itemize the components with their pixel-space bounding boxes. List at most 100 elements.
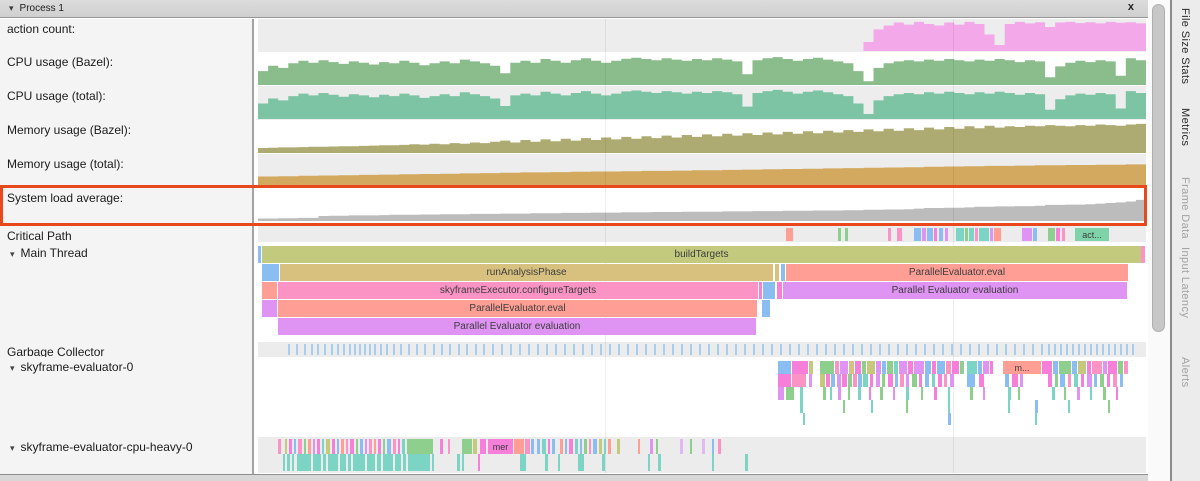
trace-slice[interactable] <box>395 454 401 471</box>
trace-slice[interactable] <box>946 361 951 374</box>
trace-slice[interactable] <box>552 439 555 454</box>
trace-slice[interactable] <box>1090 387 1092 400</box>
trace-slice[interactable] <box>599 439 602 454</box>
track-garbage-collector[interactable] <box>258 342 1146 357</box>
trace-slice[interactable] <box>578 454 584 471</box>
trace-slice[interactable] <box>899 361 907 374</box>
trace-slice[interactable] <box>938 374 942 387</box>
trace-slice[interactable] <box>967 361 977 374</box>
trace-slice[interactable] <box>1068 400 1070 413</box>
trace-slice[interactable] <box>858 374 862 387</box>
trace-slice[interactable] <box>778 387 784 400</box>
trace-slice[interactable] <box>979 228 989 241</box>
trace-slice[interactable] <box>1060 374 1065 387</box>
trace-slice[interactable] <box>792 361 808 374</box>
trace-slice[interactable] <box>888 228 891 241</box>
trace-slice[interactable] <box>378 439 381 454</box>
track-skyframe-evaluator-0[interactable]: m... <box>258 357 1146 437</box>
trace-slice[interactable] <box>932 374 935 387</box>
trace-slice[interactable] <box>945 228 948 241</box>
trace-slice[interactable] <box>1124 361 1128 374</box>
trace-slice[interactable] <box>569 439 573 454</box>
trace-slice[interactable] <box>520 454 526 471</box>
trace-slice[interactable] <box>283 454 285 471</box>
trace-slice[interactable] <box>800 387 803 400</box>
trace-slice[interactable] <box>1108 361 1117 374</box>
trace-slice[interactable] <box>745 454 748 471</box>
trace-slice[interactable] <box>979 374 984 387</box>
trace-slice[interactable] <box>332 439 335 454</box>
trace-slice[interactable] <box>842 374 847 387</box>
trace-slice[interactable] <box>1120 374 1123 387</box>
trace-slice[interactable] <box>888 374 893 387</box>
trace-slice[interactable] <box>921 387 923 400</box>
trace-slice-labeled[interactable]: skyframeExecutor.configureTargets <box>278 282 758 299</box>
trace-slice-labeled[interactable]: mer <box>488 439 513 454</box>
trace-slice[interactable] <box>944 374 947 387</box>
trace-slice[interactable] <box>869 387 871 400</box>
trace-slice[interactable] <box>778 361 791 374</box>
trace-slice[interactable] <box>317 439 320 454</box>
trace-slice[interactable] <box>393 439 396 454</box>
trace-slice[interactable] <box>285 439 287 454</box>
trace-slice[interactable] <box>1048 374 1052 387</box>
trace-slice[interactable] <box>927 228 933 241</box>
trace-slice[interactable] <box>602 454 605 471</box>
trace-slice[interactable] <box>297 454 311 471</box>
trace-slice[interactable] <box>762 300 770 317</box>
tab-metrics[interactable]: Metrics <box>1179 108 1191 147</box>
trace-slice[interactable] <box>978 361 982 374</box>
trace-slice[interactable] <box>448 439 450 454</box>
trace-slice[interactable] <box>1116 387 1118 400</box>
track-mem-bazel[interactable] <box>258 120 1146 154</box>
trace-slice[interactable] <box>680 439 683 454</box>
trace-slice[interactable] <box>408 454 430 471</box>
trace-slice[interactable] <box>348 454 351 471</box>
collapse-arrow-icon[interactable]: ▾ <box>10 443 15 453</box>
trace-slice[interactable] <box>1141 246 1145 263</box>
trace-slice[interactable] <box>1064 387 1066 400</box>
trace-slice[interactable] <box>922 228 926 241</box>
trace-slice[interactable] <box>843 400 845 413</box>
trace-slice[interactable] <box>803 413 805 425</box>
trace-slice[interactable] <box>855 361 861 374</box>
trace-slice[interactable] <box>1108 400 1110 413</box>
trace-slice[interactable] <box>1035 413 1037 425</box>
trace-slice[interactable] <box>849 361 854 374</box>
track-cpu-total[interactable] <box>258 86 1146 120</box>
trace-slice[interactable] <box>1008 387 1011 400</box>
trace-slice[interactable] <box>867 361 875 374</box>
trace-slice[interactable] <box>648 454 650 471</box>
trace-slice[interactable] <box>337 439 339 454</box>
trace-slice[interactable] <box>718 439 721 454</box>
trace-slice[interactable] <box>882 361 886 374</box>
trace-slice[interactable] <box>870 374 873 387</box>
trace-slice[interactable] <box>1048 228 1055 241</box>
trace-slice[interactable] <box>365 439 367 454</box>
trace-slice[interactable] <box>1020 374 1023 387</box>
vertical-scrollbar[interactable] <box>1148 0 1170 481</box>
trace-slice[interactable] <box>809 361 813 374</box>
trace-slice[interactable] <box>1062 228 1065 241</box>
trace-slice[interactable] <box>323 454 326 471</box>
trace-slice[interactable] <box>1068 374 1071 387</box>
trace-slice[interactable] <box>1118 361 1123 374</box>
trace-slice[interactable] <box>531 439 534 454</box>
trace-slice[interactable] <box>897 228 902 241</box>
collapse-arrow-icon[interactable]: ▾ <box>10 363 15 373</box>
trace-slice[interactable] <box>258 246 261 263</box>
trace-slice[interactable] <box>326 439 330 454</box>
trace-slice[interactable] <box>322 439 324 454</box>
trace-slice[interactable] <box>895 374 898 387</box>
trace-slice[interactable] <box>462 454 464 471</box>
trace-slice[interactable] <box>514 439 524 454</box>
trace-slice[interactable] <box>1072 361 1077 374</box>
collapse-arrow-icon[interactable]: ▾ <box>10 249 15 259</box>
trace-slice[interactable] <box>970 387 973 400</box>
trace-slice[interactable] <box>1103 361 1107 374</box>
trace-slice[interactable] <box>575 439 578 454</box>
trace-slice[interactable] <box>1087 374 1092 387</box>
trace-slice[interactable] <box>1035 400 1038 413</box>
trace-slice[interactable] <box>560 439 563 454</box>
trace-slice[interactable] <box>262 300 277 317</box>
